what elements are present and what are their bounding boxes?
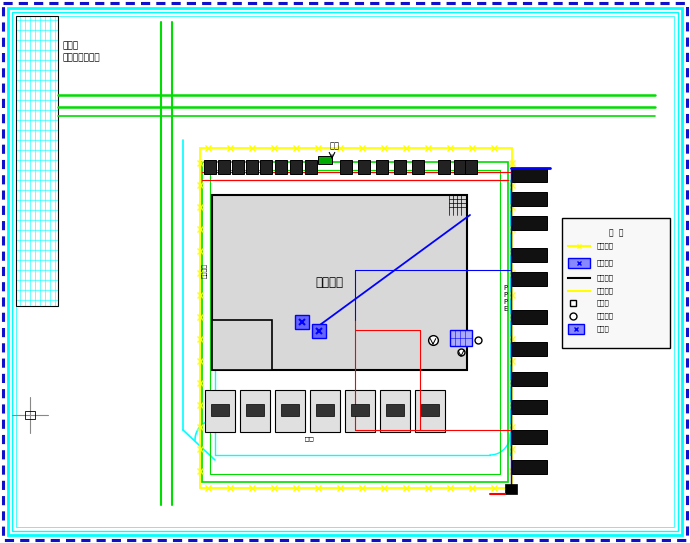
Bar — [465, 160, 477, 174]
Bar — [512, 310, 547, 324]
Bar — [210, 170, 500, 474]
Text: P
P
P
E: P P P E — [503, 285, 507, 312]
Bar — [450, 330, 472, 346]
Bar — [512, 216, 547, 230]
Bar — [380, 390, 410, 432]
Bar — [275, 160, 287, 174]
Bar — [505, 484, 517, 494]
Bar — [305, 160, 317, 174]
Bar — [512, 372, 547, 386]
Bar — [386, 404, 404, 416]
Bar — [512, 400, 547, 414]
Bar — [212, 320, 272, 370]
Bar — [240, 390, 270, 432]
Bar — [345, 390, 375, 432]
Text: □□: □□ — [305, 435, 313, 441]
Bar — [290, 160, 302, 174]
Text: 施工围栏: 施工围栏 — [597, 243, 614, 249]
Bar — [260, 160, 272, 174]
Bar — [568, 258, 590, 268]
Bar — [568, 324, 584, 334]
Bar — [318, 156, 332, 164]
Bar — [200, 148, 512, 488]
Bar — [454, 160, 466, 174]
Bar — [275, 390, 305, 432]
Bar — [202, 162, 508, 482]
Bar — [394, 160, 406, 174]
Bar — [512, 168, 547, 182]
Bar — [512, 460, 547, 474]
Bar — [246, 404, 264, 416]
Bar — [376, 160, 388, 174]
Bar — [421, 404, 439, 416]
Bar — [218, 160, 230, 174]
Bar — [205, 390, 235, 432]
Bar — [204, 160, 216, 174]
Bar — [412, 160, 424, 174]
Text: 临时用电: 临时用电 — [597, 260, 614, 266]
Bar — [295, 315, 309, 329]
Text: 消防器材: 消防器材 — [597, 313, 614, 319]
Bar — [512, 248, 547, 262]
Bar — [358, 160, 370, 174]
Bar — [16, 16, 58, 306]
Bar — [512, 272, 547, 286]
Bar — [512, 342, 547, 356]
Bar — [512, 430, 547, 444]
Bar — [232, 160, 244, 174]
Text: 施工道路: 施工道路 — [597, 275, 614, 281]
Text: 拟建建筑: 拟建建筑 — [315, 275, 343, 288]
Bar — [340, 160, 352, 174]
Bar — [16, 16, 58, 306]
Text: 附图一: 附图一 — [62, 41, 78, 50]
Bar — [415, 390, 445, 432]
Text: 配电箱: 配电箱 — [597, 326, 610, 332]
Bar — [310, 390, 340, 432]
Bar — [438, 160, 450, 174]
Bar — [562, 218, 670, 348]
Bar — [281, 404, 299, 416]
Bar — [316, 404, 334, 416]
Bar — [25, 411, 35, 419]
Bar — [312, 324, 326, 338]
Bar — [512, 192, 547, 206]
Bar — [211, 404, 229, 416]
Bar — [246, 160, 258, 174]
Text: 入口: 入口 — [330, 141, 340, 150]
Text: 配电箱: 配电箱 — [597, 300, 610, 306]
Bar — [212, 195, 467, 370]
Text: 施工平面布置图: 施工平面布置图 — [62, 53, 99, 62]
Bar — [351, 404, 369, 416]
Text: 临时用水: 临时用水 — [597, 288, 614, 294]
Text: 施工电梯: 施工电梯 — [202, 262, 208, 277]
Text: 图  例: 图 例 — [609, 228, 623, 237]
